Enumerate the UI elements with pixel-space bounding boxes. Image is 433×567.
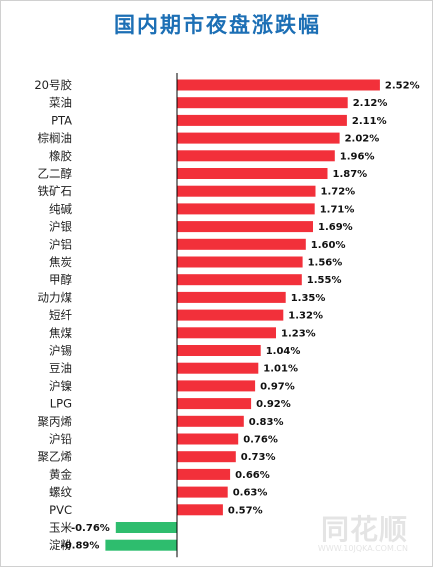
value-label: 1.32% (288, 311, 323, 322)
value-labels-group: 2.52% 2.12% 2.11% 2.02% 1.96% 1.87% 1.72% 1.71%… (61, 81, 420, 552)
value-label: 2.12% (353, 98, 388, 109)
bar (177, 327, 276, 339)
category-label: PTA (51, 113, 72, 127)
bar (177, 79, 380, 91)
category-label: 菜油 (49, 96, 72, 110)
value-label: 1.04% (266, 346, 301, 357)
category-label: 焦炭 (49, 255, 72, 269)
value-label: 1.01% (263, 364, 298, 375)
bar (177, 238, 306, 250)
bar (177, 203, 315, 215)
value-label: 0.92% (256, 399, 291, 410)
value-label: 1.60% (311, 240, 346, 251)
value-label: 1.23% (281, 328, 316, 339)
value-label: 2.02% (345, 134, 380, 145)
value-label: 1.72% (321, 187, 356, 198)
value-label: 0.73% (241, 452, 276, 463)
bar (177, 468, 231, 480)
value-label: 0.57% (228, 505, 263, 516)
category-label: 玉米 (49, 521, 72, 535)
category-label: 20号胶 (34, 78, 72, 92)
value-label: 1.69% (318, 222, 353, 233)
value-label: -0.76% (71, 523, 110, 534)
category-label: 焦煤 (49, 326, 72, 340)
bar (177, 97, 348, 109)
value-label: 0.66% (235, 470, 270, 481)
value-label: 1.71% (320, 204, 355, 215)
category-label: 短纤 (49, 308, 72, 322)
value-label: 1.96% (340, 151, 375, 162)
bar (177, 451, 236, 463)
category-label: 淀粉 (49, 538, 72, 552)
category-label: 螺纹 (49, 485, 72, 499)
category-label: 动力煤 (38, 290, 73, 304)
value-label: -0.89% (61, 541, 100, 552)
category-label: 沪铝 (49, 237, 72, 251)
bar (177, 185, 316, 197)
category-label: 黄金 (49, 467, 72, 481)
category-label: 聚丙烯 (38, 414, 73, 428)
bar (177, 415, 244, 427)
bar (177, 114, 347, 126)
value-label: 1.87% (333, 169, 368, 180)
category-label: PVC (49, 503, 72, 517)
category-label: 乙二醇 (38, 167, 73, 181)
value-label: 1.55% (307, 275, 342, 286)
value-label: 1.56% (308, 258, 343, 269)
value-label: 0.97% (260, 381, 295, 392)
bar (177, 221, 313, 233)
bar (177, 309, 284, 321)
bar (177, 433, 239, 445)
bar (177, 362, 259, 374)
value-label: 0.83% (249, 417, 284, 428)
bar (177, 256, 303, 268)
category-label: 沪银 (49, 220, 72, 234)
category-label: 聚乙烯 (38, 450, 73, 464)
category-label: 橡胶 (49, 149, 72, 163)
bars-group (105, 79, 380, 551)
bar (105, 539, 177, 551)
value-label: 2.52% (385, 81, 420, 92)
category-label: 棕榈油 (38, 131, 73, 145)
category-label: 沪镍 (49, 379, 72, 393)
category-label: 纯碱 (49, 202, 72, 216)
category-label: 豆油 (49, 361, 72, 375)
category-label: 铁矿石 (38, 184, 73, 198)
bar (115, 522, 177, 533)
bar (177, 291, 286, 303)
bar (177, 150, 335, 162)
value-label: 2.11% (352, 116, 387, 127)
value-label: 1.35% (291, 293, 326, 304)
category-label: 沪铅 (49, 432, 72, 446)
value-label: 0.63% (233, 488, 268, 499)
bar (177, 132, 340, 144)
bar (177, 168, 328, 179)
category-label: 甲醇 (49, 273, 72, 287)
bar (177, 398, 252, 410)
bar (177, 345, 261, 356)
category-label: LPG (50, 397, 72, 411)
bar (177, 380, 256, 392)
category-label: 沪锡 (49, 344, 72, 358)
bar (177, 504, 223, 516)
bar (177, 486, 228, 498)
bar (177, 274, 302, 286)
chart-title: 国内期市夜盘涨跌幅 (114, 12, 321, 37)
value-label: 0.76% (243, 435, 278, 446)
